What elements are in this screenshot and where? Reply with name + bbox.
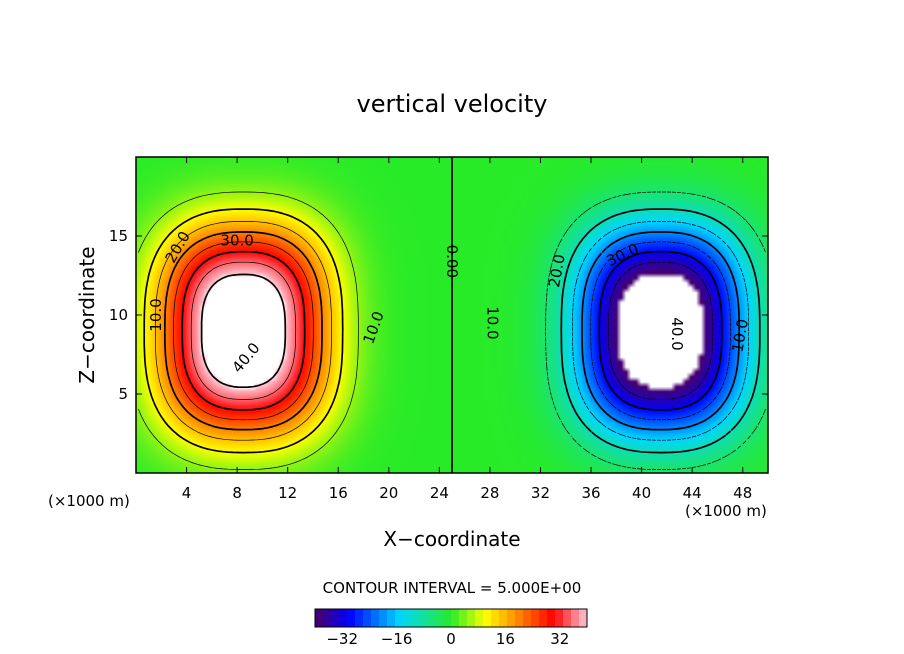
- contour-line: [138, 191, 359, 470]
- contour-lines: [138, 157, 766, 473]
- x-tick-label: 24: [430, 484, 449, 502]
- colorbar-swatch: [395, 609, 404, 627]
- colorbar-swatch: [339, 609, 348, 627]
- contour-label: 10.0: [483, 306, 501, 339]
- contour-label: 20.0: [545, 253, 569, 289]
- colorbar-swatch: [475, 609, 484, 627]
- contour-line: [598, 250, 723, 411]
- contour-line: [190, 261, 297, 400]
- colorbar-swatch: [563, 609, 572, 627]
- x-tick-label: 32: [531, 484, 550, 502]
- colorbar-swatch: [427, 609, 436, 627]
- x-axis-label: X−coordinate: [383, 527, 520, 551]
- x-axis-ticks: 4 8 12 16 20 24 28 32 36 40 44 48: [182, 157, 752, 502]
- chart-title: vertical velocity: [357, 90, 548, 118]
- contour-line: [173, 241, 314, 421]
- colorbar-tick-label: 0: [446, 630, 456, 648]
- contour-line: [181, 250, 306, 411]
- y-tick-label: 5: [118, 385, 128, 403]
- colorbar-swatch: [355, 609, 364, 627]
- colorbar-tick-label: −32: [326, 630, 358, 648]
- contour-line: [572, 221, 749, 441]
- contour-line: [545, 191, 766, 470]
- colorbar-swatch: [467, 609, 476, 627]
- y-tick-label: 15: [109, 227, 128, 245]
- colorbar-swatch: [523, 609, 532, 627]
- x-tick-label: 8: [232, 484, 242, 502]
- contour-line: [200, 273, 287, 389]
- colorbar-swatch: [379, 609, 388, 627]
- colorbar-tick-label: −16: [381, 630, 413, 648]
- contour-line: [143, 208, 344, 454]
- x-tick-label: 4: [182, 484, 192, 502]
- colorbar-frame: [314, 608, 588, 628]
- colorbar-swatch: [323, 609, 332, 627]
- y-tick-label: 10: [109, 306, 128, 324]
- contour-line: [163, 231, 323, 431]
- contour-label: 10.0: [147, 298, 165, 331]
- colorbar-swatch: [371, 609, 380, 627]
- contour-label: 40.0: [668, 317, 686, 350]
- contour-label: 10.0: [728, 317, 752, 353]
- colorbar-swatch: [571, 609, 580, 627]
- colorbar-swatch: [459, 609, 468, 627]
- contour-label: 0.00: [443, 245, 461, 278]
- x-tick-label: 44: [683, 484, 702, 502]
- colorbar-swatch: [443, 609, 452, 627]
- colorbar-swatch: [555, 609, 564, 627]
- colorbar-swatch: [403, 609, 412, 627]
- contour-line: [560, 208, 761, 454]
- x-tick-label: 40: [632, 484, 651, 502]
- x-tick-label: 20: [379, 484, 398, 502]
- colorbar-swatch: [347, 609, 356, 627]
- x-tick-label: 16: [329, 484, 348, 502]
- colorbar-swatch: [539, 609, 548, 627]
- x-tick-label: 48: [733, 484, 752, 502]
- colorbar-swatch: [419, 609, 428, 627]
- contour-line: [607, 261, 714, 400]
- x-tick-label: 28: [480, 484, 499, 502]
- contour-label: 30.0: [220, 232, 253, 250]
- colorbar-swatch: [531, 609, 540, 627]
- colorbar-swatch: [515, 609, 524, 627]
- colorbar-tick-label: 16: [496, 630, 515, 648]
- x-tick-label: 36: [581, 484, 600, 502]
- colorbar-swatch: [499, 609, 508, 627]
- x-unit-right: (×1000 m): [685, 502, 767, 520]
- colorbar-swatch: [331, 609, 340, 627]
- contour-line: [590, 241, 731, 421]
- colorbar-swatch: [483, 609, 492, 627]
- colorbar-swatch: [411, 609, 420, 627]
- colorbar-swatch: [315, 609, 324, 627]
- contour-line: [155, 221, 332, 441]
- colorbar-swatch: [491, 609, 500, 627]
- colorbar-swatch: [451, 609, 460, 627]
- colorbar-swatch: [387, 609, 396, 627]
- colorbar-swatch: [435, 609, 444, 627]
- y-axis-ticks: 5 10 15: [109, 227, 768, 403]
- contour-interval-text: CONTOUR INTERVAL = 5.000E+00: [323, 579, 582, 597]
- x-unit-left: (×1000 m): [48, 492, 130, 510]
- y-axis-label: Z−coordinate: [75, 246, 99, 383]
- colorbar-swatch: [547, 609, 556, 627]
- colorbar-tick-label: 32: [550, 630, 569, 648]
- colorbar-swatch: [579, 609, 588, 627]
- colorbar: −32 −16 0 16 32: [314, 608, 588, 648]
- colorbar-swatch: [363, 609, 372, 627]
- colorbar-swatch: [507, 609, 516, 627]
- x-tick-label: 12: [278, 484, 297, 502]
- contour-line: [581, 231, 741, 431]
